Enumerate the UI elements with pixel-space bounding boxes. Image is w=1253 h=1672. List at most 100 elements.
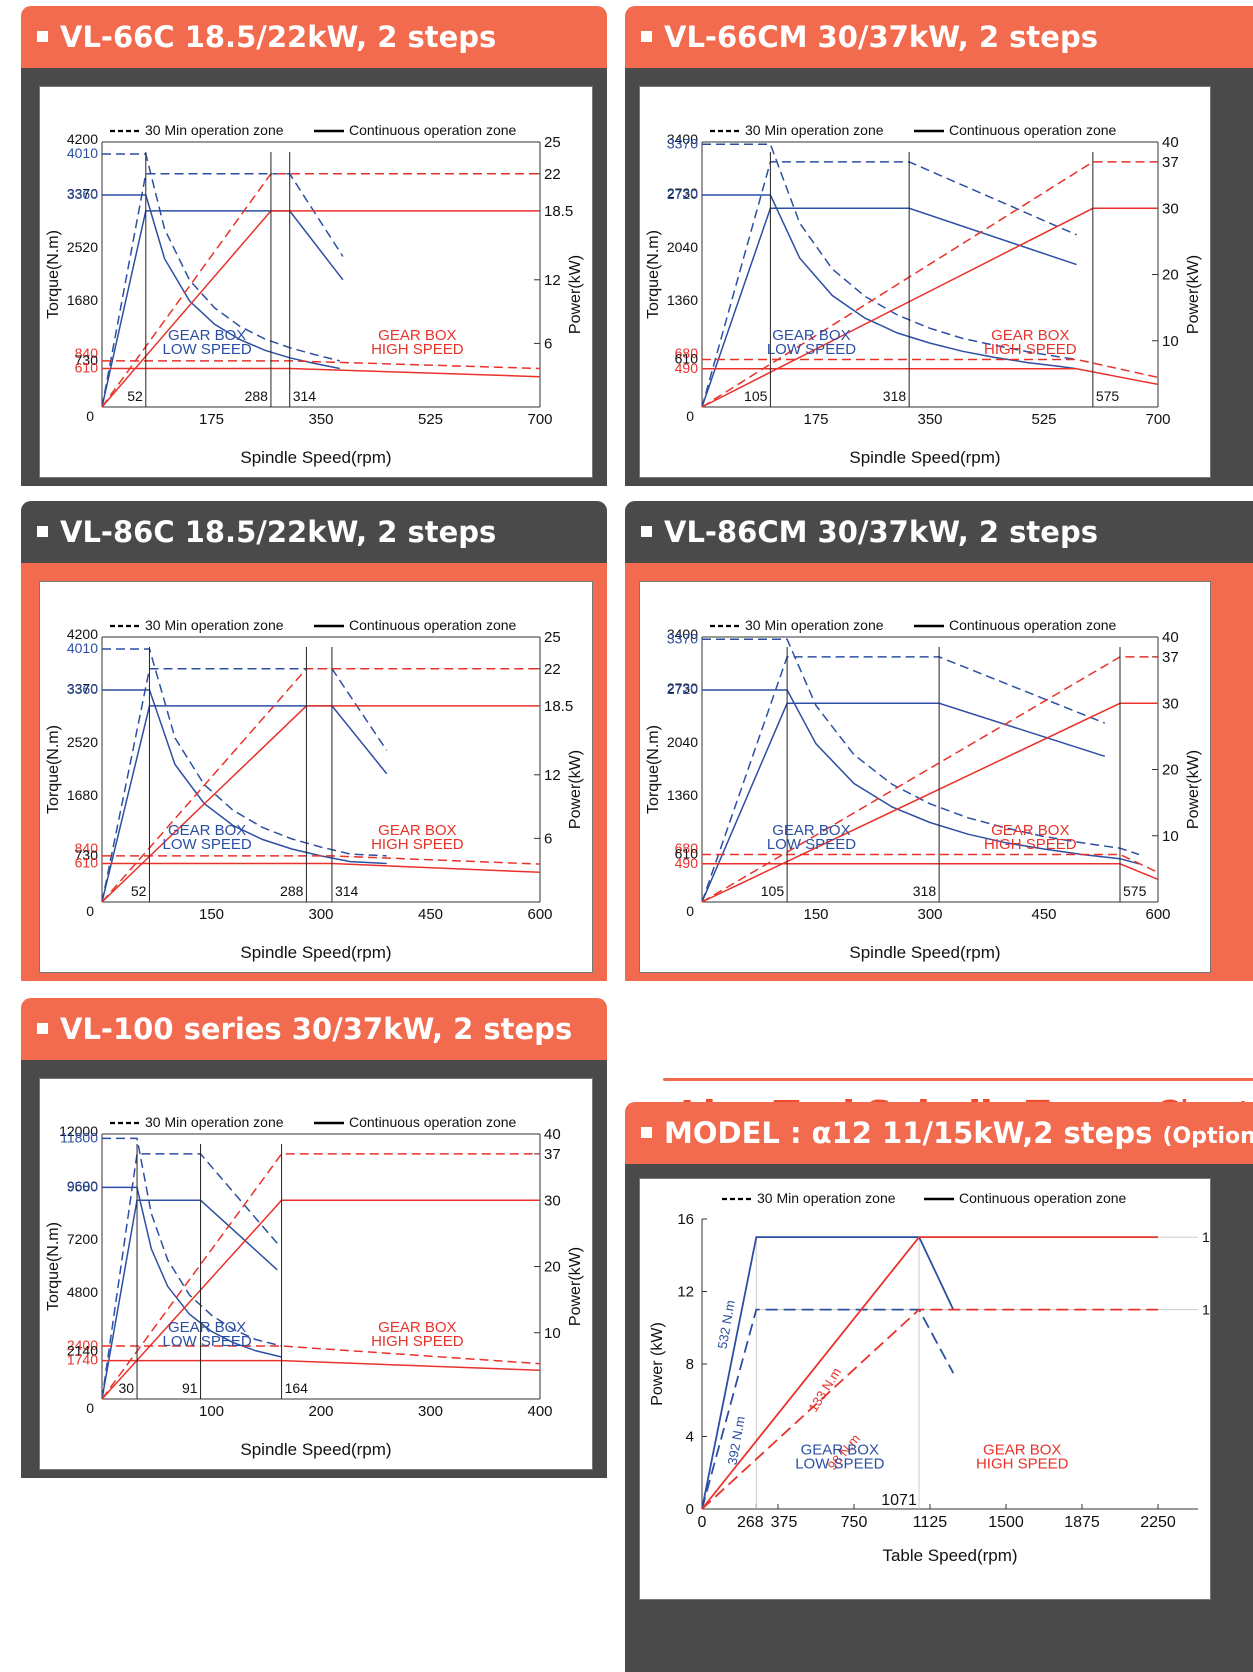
x-tick-label: 175 bbox=[199, 411, 224, 428]
series-line-torque-solid bbox=[702, 863, 1159, 881]
series-line-power-dashed bbox=[701, 161, 1158, 408]
panel-vl66cm: VL-66CM 30/37kW, 2 steps 30 Min operatio… bbox=[625, 6, 1253, 486]
square-bullet-icon bbox=[37, 30, 48, 42]
right-label-15kw: 15kW bbox=[1202, 1229, 1210, 1245]
y-tick-label: 8 bbox=[686, 1356, 694, 1373]
series-line-power-solid bbox=[101, 1199, 540, 1400]
chart-area: 30 Min operation zone Continuous operatio… bbox=[39, 86, 593, 478]
chart-area: 30 Min operation zone Continuous operatio… bbox=[39, 581, 593, 973]
gearbox-low-label: GEAR BOX bbox=[168, 327, 246, 344]
x-tick-label: 1500 bbox=[988, 1514, 1024, 1531]
series-line-torque-dashed bbox=[702, 638, 1140, 856]
series-line-solid bbox=[701, 1236, 955, 1510]
y2-axis-label: Power(kW) bbox=[567, 750, 584, 829]
y-tick-label: 2040 bbox=[667, 239, 698, 255]
gearbox-high-label: HIGH SPEED bbox=[984, 836, 1077, 853]
series-line-power-solid bbox=[101, 705, 540, 903]
y2-tick-label: 18.5 bbox=[544, 203, 573, 220]
square-bullet-icon bbox=[37, 1022, 48, 1034]
y-tick-label: 4010 bbox=[67, 145, 98, 161]
y2-tick-label: 20 bbox=[1162, 762, 1179, 779]
gearbox-high-label: GEAR BOX bbox=[378, 1319, 456, 1336]
x-axis-label: Spindle Speed(rpm) bbox=[849, 448, 1000, 467]
y-tick-label: 16 bbox=[677, 1211, 694, 1228]
y2-tick-label: 22 bbox=[544, 166, 561, 183]
panel-title-vl66c: VL-66C 18.5/22kW, 2 steps bbox=[21, 6, 607, 68]
series-line-power-dashed bbox=[101, 668, 388, 903]
x-tick-label: 700 bbox=[1145, 411, 1170, 428]
gearbox-high-label: HIGH SPEED bbox=[371, 836, 464, 853]
chart-area: 30 Min operation zone Continuous operatio… bbox=[639, 86, 1211, 478]
chart-vl66c: 30 Min operation zone Continuous operatio… bbox=[45, 122, 584, 467]
gearbox-low-label: GEAR BOX bbox=[168, 1319, 246, 1336]
y-tick-label: 0 bbox=[86, 903, 94, 919]
y-tick-label: 0 bbox=[686, 903, 694, 919]
series-line-torque-dashed bbox=[102, 1137, 282, 1347]
speed-mark-label: 314 bbox=[293, 388, 317, 404]
y-tick-label: 3370 bbox=[67, 680, 98, 696]
series-line-dashed bbox=[701, 1308, 955, 1510]
y-tick-label: 680 bbox=[675, 840, 699, 856]
x-axis-label: Spindle Speed(rpm) bbox=[849, 943, 1000, 962]
y-tick-label: 1360 bbox=[667, 787, 698, 803]
y-tick-label: 2520 bbox=[67, 734, 98, 750]
chart-vl86cm: 30 Min operation zone Continuous operatio… bbox=[645, 617, 1202, 962]
series-line-torque-solid bbox=[102, 1186, 282, 1358]
series-line-power-solid bbox=[101, 210, 344, 408]
x-tick-label: 175 bbox=[803, 411, 828, 428]
x-tick-label: 350 bbox=[308, 411, 333, 428]
y2-tick-label: 10 bbox=[544, 1325, 561, 1342]
y-tick-label: 0 bbox=[86, 1400, 94, 1416]
chart-vl100: 30 Min operation zone Continuous operatio… bbox=[45, 1114, 584, 1459]
legend-solid-label: Continuous operation zone bbox=[949, 617, 1117, 633]
y2-tick-label: 30 bbox=[1162, 200, 1179, 217]
section-divider bbox=[663, 1078, 1253, 1081]
series-line-power-solid bbox=[101, 210, 540, 408]
gearbox-low-label: LOW SPEED bbox=[163, 1333, 252, 1350]
x-tick-label: 268 bbox=[737, 1514, 764, 1531]
y-tick-label: 4200 bbox=[67, 131, 98, 147]
series-line-torque-dashed bbox=[102, 153, 340, 362]
gearbox-low-label: LOW SPEED bbox=[163, 836, 252, 853]
gearbox-high-label: GEAR BOX bbox=[991, 822, 1069, 839]
speed-mark-label: 318 bbox=[913, 883, 937, 899]
speed-mark-label: 105 bbox=[744, 388, 768, 404]
x-axis-label: Table Speed(rpm) bbox=[882, 1546, 1017, 1565]
speed-mark-label: 288 bbox=[280, 883, 304, 899]
y2-axis-label: Power(kW) bbox=[1185, 255, 1202, 334]
series-line-power-solid bbox=[101, 705, 388, 903]
panel-title-vl66cm: VL-66CM 30/37kW, 2 steps bbox=[625, 6, 1253, 68]
legend-dashed-label: 30 Min operation zone bbox=[145, 617, 284, 633]
speed-mark-label: 52 bbox=[131, 883, 147, 899]
series-line-power-dashed bbox=[101, 1153, 278, 1400]
y-tick-label: 9580 bbox=[67, 1178, 98, 1194]
chart-alpha12: 30 Min operation zone Continuous operatio… bbox=[649, 1190, 1210, 1565]
y2-tick-label: 37 bbox=[1162, 154, 1179, 171]
y-tick-label: 3360 bbox=[67, 186, 98, 202]
speed-mark-label: 318 bbox=[883, 388, 907, 404]
y-axis-label: Torque(N.m) bbox=[45, 1222, 62, 1311]
x-tick-label: 150 bbox=[199, 906, 224, 923]
gearbox-high-label: HIGH SPEED bbox=[976, 1456, 1069, 1473]
y2-tick-label: 18.5 bbox=[544, 698, 573, 715]
gearbox-high-label: GEAR BOX bbox=[991, 327, 1069, 344]
speed-mark-label: 1071 bbox=[881, 1492, 917, 1509]
legend-dashed-label: 30 Min operation zone bbox=[757, 1190, 896, 1206]
x-tick-label: 1875 bbox=[1064, 1514, 1100, 1531]
y2-tick-label: 25 bbox=[544, 629, 561, 646]
speed-mark-label: 575 bbox=[1123, 883, 1147, 899]
x-tick-label: 300 bbox=[418, 1403, 443, 1420]
y2-tick-label: 20 bbox=[544, 1259, 561, 1276]
y2-tick-label: 37 bbox=[1162, 649, 1179, 666]
panel-title-alpha12: MODEL : α12 11/15kW,2 steps (Option bbox=[625, 1102, 1253, 1164]
gearbox-high-label: GEAR BOX bbox=[983, 1442, 1061, 1459]
legend-dashed-label: 30 Min operation zone bbox=[745, 122, 884, 138]
y-tick-label: 0 bbox=[686, 408, 694, 424]
series-line-torque-solid bbox=[102, 862, 541, 874]
gearbox-low-label: GEAR BOX bbox=[772, 327, 850, 344]
x-tick-label: 375 bbox=[771, 1514, 798, 1531]
x-axis-label: Spindle Speed(rpm) bbox=[240, 1440, 391, 1459]
y2-axis-label: Power(kW) bbox=[1185, 750, 1202, 829]
x-tick-label: 100 bbox=[199, 1403, 224, 1420]
y-tick-label: 610 bbox=[675, 350, 699, 366]
